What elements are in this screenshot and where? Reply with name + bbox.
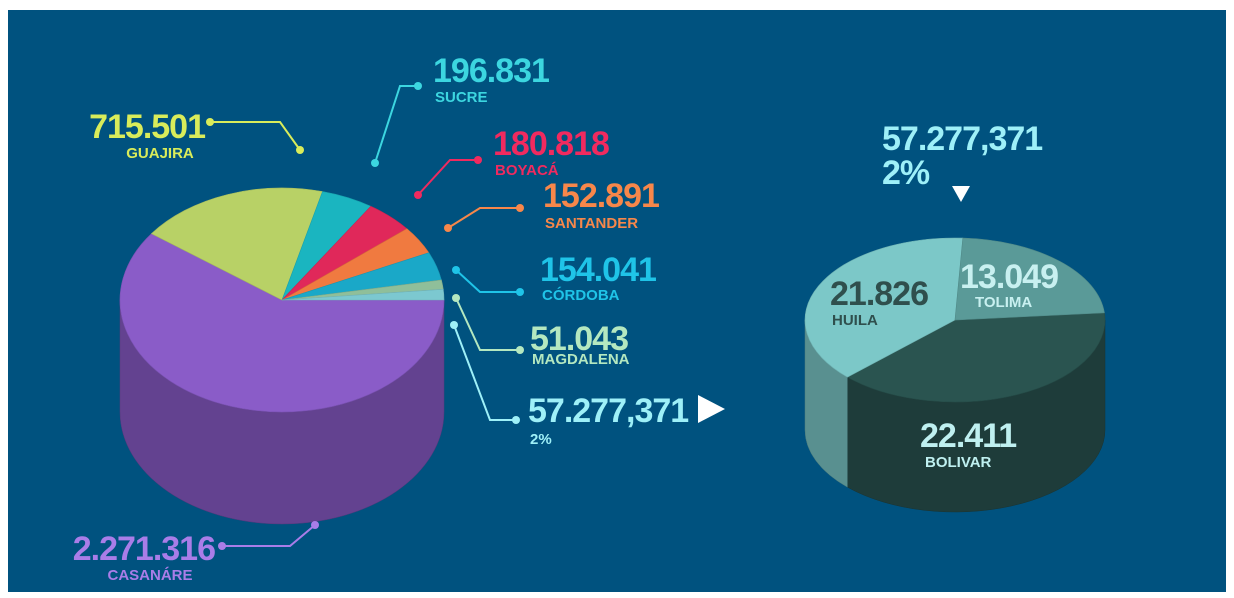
leader-line xyxy=(455,297,520,351)
category-label: SANTANDER xyxy=(545,215,638,232)
slice xyxy=(954,237,1105,321)
category-label: GUAJIRA xyxy=(126,145,194,162)
leader-dot xyxy=(516,204,524,212)
leader-dot xyxy=(452,266,460,274)
slice xyxy=(150,187,323,301)
leader-dot xyxy=(452,294,460,302)
leader-line xyxy=(210,121,301,151)
value-label: 154.041 xyxy=(540,251,656,289)
value-label: 21.826 xyxy=(830,275,928,313)
slice xyxy=(281,289,445,301)
category-label: SUCRE xyxy=(435,89,488,106)
leader-line xyxy=(447,207,520,229)
leader-dot xyxy=(512,416,520,424)
slice xyxy=(119,233,445,413)
category-label: BOYACÁ xyxy=(495,162,559,179)
leader-dot xyxy=(206,118,214,126)
value-label: 196.831 xyxy=(433,52,549,90)
leader-dot xyxy=(444,224,452,232)
value-label: 152.891 xyxy=(543,177,659,215)
annotation: 2% xyxy=(530,431,552,448)
leader-dot xyxy=(414,82,422,90)
value-label: 51.043 xyxy=(530,320,628,358)
leader-dot xyxy=(218,542,226,550)
leader-dot xyxy=(516,288,524,296)
value-label: 180.818 xyxy=(493,125,609,163)
leader-dot xyxy=(296,146,304,154)
value-label: 13.049 xyxy=(960,258,1058,296)
slice xyxy=(846,312,1106,403)
value-label: 57.277,371 xyxy=(528,392,688,430)
leader-line xyxy=(455,269,520,293)
value-label: 2.271.316 xyxy=(73,530,215,568)
annotation: 57.277,371 xyxy=(882,120,1042,158)
leader-line xyxy=(453,324,516,421)
leader-line xyxy=(417,159,478,196)
value-label: 22.411 xyxy=(920,417,1016,455)
arrow-down xyxy=(952,186,970,202)
category-label: MAGDALENA xyxy=(532,351,630,368)
leader-line xyxy=(222,524,316,547)
category-label: BOLIVAR xyxy=(925,454,992,471)
slice xyxy=(804,237,964,378)
leader-dot xyxy=(311,521,319,529)
arrow-right xyxy=(698,395,725,423)
annotation: 2% xyxy=(882,154,930,192)
category-label: TOLIMA xyxy=(975,294,1032,311)
category-label: CASANÁRE xyxy=(107,567,192,584)
leader-dot xyxy=(414,191,422,199)
category-label: CÓRDOBA xyxy=(542,286,620,304)
leader-dot xyxy=(450,321,458,329)
leader-dot xyxy=(371,159,379,167)
value-label: 715.501 xyxy=(89,108,205,146)
leader-line xyxy=(374,85,418,164)
leader-dot xyxy=(516,346,524,354)
category-label: HUILA xyxy=(832,312,878,329)
leader-dot xyxy=(474,156,482,164)
